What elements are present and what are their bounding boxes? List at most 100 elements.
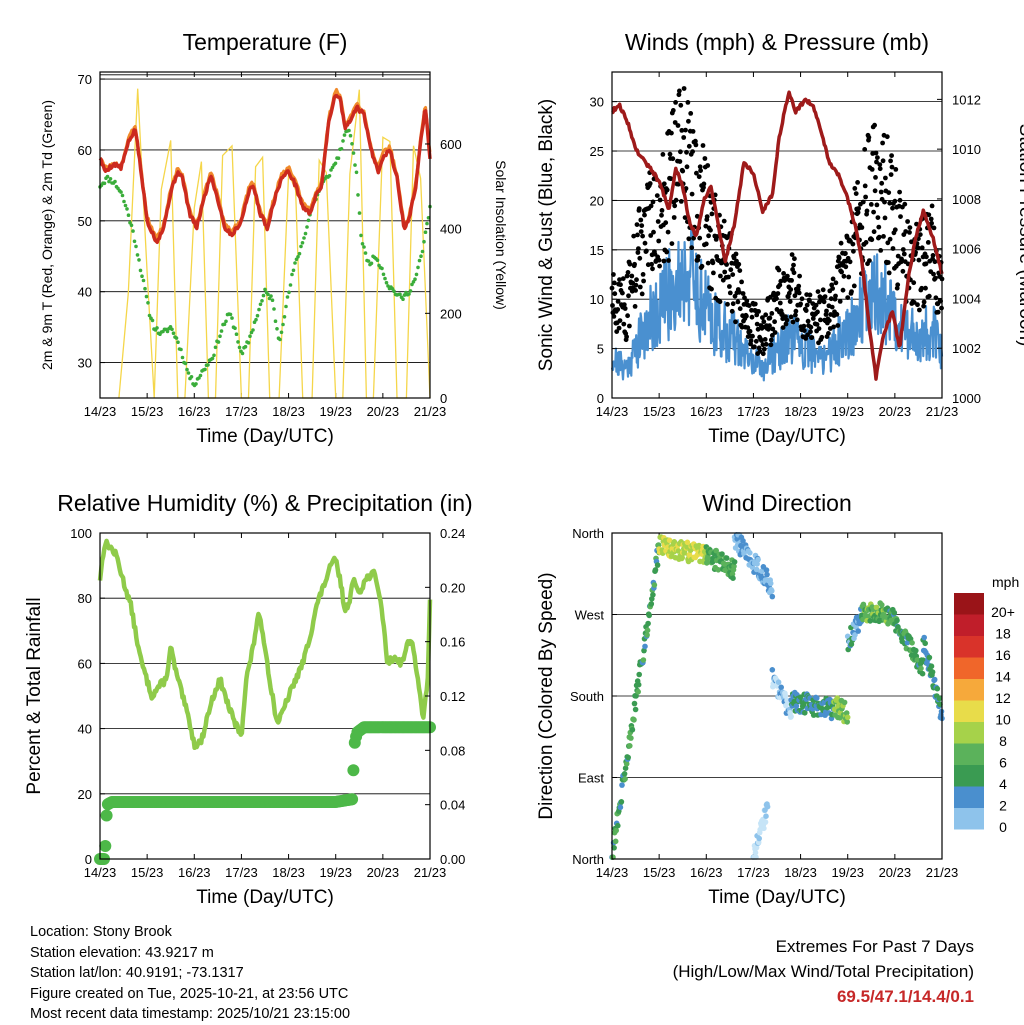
- direction-point: [623, 761, 630, 767]
- gust-point: [880, 140, 885, 146]
- direction-point: [762, 819, 769, 825]
- gust-point: [824, 308, 829, 314]
- direction-point: [841, 699, 848, 706]
- dewpoint-point: [291, 268, 296, 273]
- gust-point: [778, 278, 784, 284]
- gust-point: [754, 321, 760, 327]
- dewpoint-point: [341, 139, 345, 143]
- dewpoint-point: [269, 294, 273, 298]
- dewpoint-point: [333, 161, 338, 166]
- x-axis-label: Time (Day/UTC): [196, 426, 334, 447]
- gust-point: [777, 300, 783, 306]
- plot-frame: [99, 71, 431, 399]
- direction-point: [622, 765, 629, 771]
- dewpoint-point: [140, 274, 144, 279]
- dewpoint-point: [348, 133, 353, 138]
- gust-point: [888, 158, 893, 164]
- gust-point: [923, 261, 929, 267]
- gust-point: [772, 319, 777, 325]
- dewpoint-point: [261, 293, 266, 298]
- gust-point: [929, 203, 935, 209]
- y2-tick-label: 1002: [952, 341, 981, 356]
- gust-point: [704, 214, 710, 220]
- gust-point: [833, 280, 839, 286]
- gust-point: [878, 189, 884, 195]
- direction-point: [782, 693, 789, 699]
- gust-point: [873, 150, 879, 156]
- gust-point: [752, 301, 758, 307]
- x-tick-label: 16/23: [690, 404, 723, 419]
- direction-point: [641, 647, 647, 654]
- precip-point: [347, 764, 360, 777]
- direction-point: [843, 710, 850, 716]
- dewpoint-point: [251, 328, 255, 332]
- gust-point: [871, 209, 876, 215]
- gust-point: [709, 286, 714, 292]
- direction-point: [645, 620, 651, 627]
- y-tick-label: 15: [590, 243, 604, 258]
- dewpoint-point: [132, 239, 137, 244]
- direction-point: [759, 568, 765, 574]
- gust-point: [766, 326, 771, 332]
- gust-point: [933, 275, 938, 281]
- gust-point: [889, 164, 895, 170]
- x-axis-label: Time (Day/UTC): [708, 426, 846, 447]
- dewpoint-point: [233, 326, 237, 331]
- gust-point: [694, 170, 699, 176]
- direction-point: [778, 684, 784, 691]
- gust-point: [829, 304, 835, 310]
- dewpoint-point: [128, 220, 132, 225]
- direction-point: [752, 849, 759, 856]
- gust-point: [683, 127, 688, 133]
- direction-point: [644, 627, 651, 634]
- precip-point: [99, 840, 112, 852]
- dewpoint-point: [425, 221, 429, 226]
- gust-point: [819, 334, 825, 340]
- gust-point: [864, 208, 870, 214]
- gust-point: [624, 334, 629, 340]
- gust-point: [797, 273, 802, 279]
- dewpoint-point: [285, 295, 290, 299]
- gust-point: [684, 164, 690, 170]
- gust-point: [917, 232, 923, 238]
- gust-point: [749, 314, 755, 320]
- dewpoint-point: [228, 312, 233, 317]
- gust-point: [808, 329, 813, 335]
- dewpoint-point: [105, 174, 110, 179]
- gust-point: [635, 250, 641, 255]
- extremes-title: Extremes For Past 7 Days: [775, 937, 974, 956]
- gust-point: [851, 283, 857, 289]
- dewpoint-point: [290, 272, 294, 277]
- y2-tick-label: 1004: [952, 291, 981, 306]
- gust-point: [684, 149, 689, 155]
- gust-point: [644, 248, 649, 254]
- gust-point: [672, 120, 678, 125]
- dewpoint-point: [383, 276, 387, 281]
- dewpoint-point: [138, 268, 143, 273]
- dewpoint-point: [144, 294, 149, 299]
- gust-point: [890, 246, 896, 251]
- dewpoint-point: [303, 231, 308, 236]
- x-tick-label: 14/23: [84, 404, 117, 419]
- direction-point: [761, 825, 767, 832]
- direction-point: [895, 624, 901, 630]
- dewpoint-point: [287, 290, 291, 295]
- gust-point: [813, 302, 819, 308]
- direction-point: [913, 647, 919, 654]
- y2-tick-label: 0.24: [440, 526, 465, 541]
- y-axis-label: 2m & 9m T (Red, Orange) & 2m Td (Green): [39, 100, 55, 370]
- recent-timestamp: Most recent data timestamp: 2025/10/21 2…: [30, 1006, 351, 1022]
- figure-created: Figure created on Tue, 2025-10-21, at 23…: [30, 985, 349, 1002]
- x-tick-label: 19/23: [831, 404, 864, 419]
- y-tick-label: 20: [78, 787, 92, 802]
- dewpoint-point: [203, 367, 207, 372]
- gust-point: [933, 295, 939, 301]
- gust-point: [733, 319, 738, 325]
- gust-point: [777, 282, 783, 288]
- gust-point: [907, 230, 912, 235]
- gust-point: [689, 245, 695, 251]
- legend-swatch: [954, 700, 984, 722]
- gust-point: [869, 237, 875, 243]
- gust-point: [706, 233, 711, 239]
- gust-point: [698, 168, 703, 174]
